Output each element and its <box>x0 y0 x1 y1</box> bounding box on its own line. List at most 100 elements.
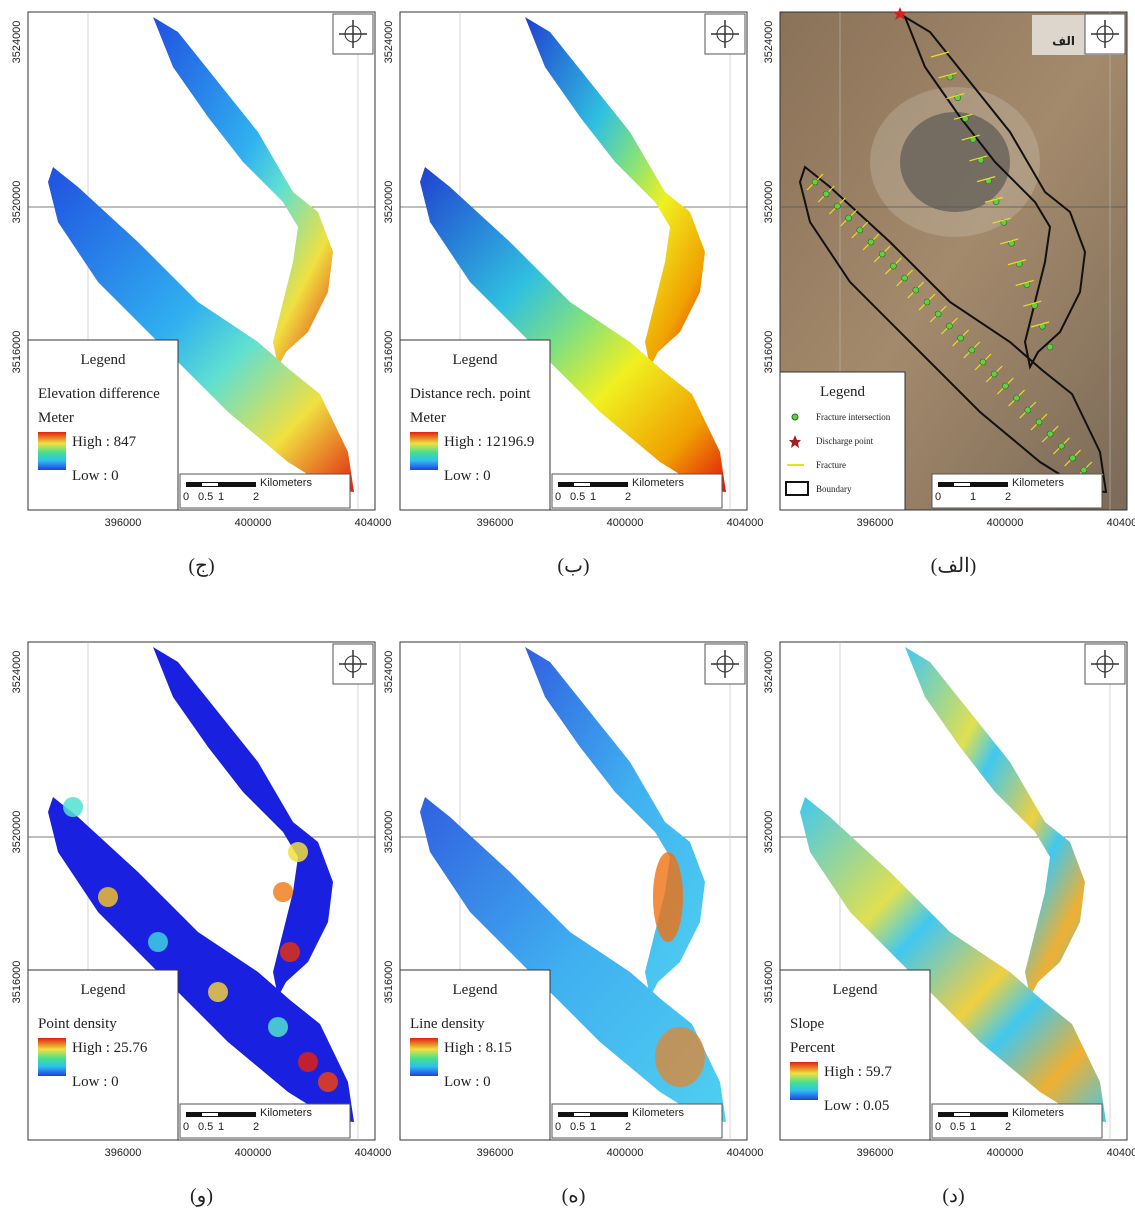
y-tick-label: 3520000 <box>11 811 23 854</box>
fracture <box>1000 238 1019 245</box>
scale-unit: Kilometers <box>260 477 312 489</box>
scale-box <box>551 1103 723 1139</box>
y-tick-label: 3520000 <box>763 811 775 854</box>
legend-high: High : 847 <box>72 434 137 450</box>
map-panel: 396000 400000 404000 3524000 3520000 3516000 0… <box>383 641 764 1207</box>
scale-label: 0 <box>935 1121 941 1133</box>
study-area <box>798 165 1108 494</box>
fracture <box>984 196 1004 203</box>
scale-label: 0.5 <box>198 1121 213 1133</box>
fracture <box>1023 300 1042 307</box>
scale-label: 0 <box>183 1121 189 1133</box>
scale-bar <box>574 1113 590 1116</box>
scale-label: 2 <box>625 1121 631 1133</box>
y-tick-label: 3520000 <box>383 811 395 854</box>
legend-item: Fracture intersection <box>816 412 891 422</box>
density-spot <box>208 982 228 1002</box>
study-area <box>902 14 1087 370</box>
density-spot <box>280 942 300 962</box>
scale-unit: Kilometers <box>1012 1107 1064 1119</box>
scale-box <box>179 1103 351 1139</box>
fracture-intersection <box>990 370 998 378</box>
north-arrow <box>1091 20 1119 48</box>
panel-caption: (ب) <box>557 555 589 577</box>
map-panel: 396000 400000 404000 3524000 3520000 3516000 0… <box>11 11 392 577</box>
x-tick-label: 404000 <box>727 1147 764 1159</box>
playa <box>900 112 1010 212</box>
legend-item: Boundary <box>816 484 852 494</box>
legend-low: Low : 0 <box>72 1074 119 1090</box>
legend-item: Discharge point <box>816 436 874 446</box>
north-arrow <box>339 650 367 678</box>
legend-field: Slope <box>790 1016 825 1032</box>
density-spot <box>298 1052 318 1072</box>
scale-label: 0.5 <box>570 1121 585 1133</box>
legend-ramp <box>38 1038 66 1076</box>
scale-bar <box>202 483 218 486</box>
panel-caption: (ج) <box>188 555 214 577</box>
legend-high: High : 25.76 <box>72 1040 148 1056</box>
fracture-intersection <box>1035 418 1043 426</box>
y-tick-label: 3516000 <box>11 961 23 1004</box>
y-tick-label: 3524000 <box>383 21 395 64</box>
scale-label: 1 <box>590 491 596 503</box>
scale-box <box>931 473 1103 509</box>
north-arrow <box>711 20 739 48</box>
scale-label: 0.5 <box>198 491 213 503</box>
x-tick-label: 400000 <box>235 517 272 529</box>
y-tick-label: 3516000 <box>763 961 775 1004</box>
scale-label: 2 <box>253 491 259 503</box>
north-arrow <box>339 20 367 48</box>
scale-label: 1 <box>218 1121 224 1133</box>
scale-label: 0 <box>555 1121 561 1133</box>
legend-symbol <box>791 413 799 421</box>
map-panel: الف 396000 400000 404000 3524000 3520000 35160… <box>763 7 1135 577</box>
study-area <box>525 647 705 997</box>
scale-label: 0 <box>935 491 941 503</box>
fracture-intersection <box>878 250 886 258</box>
map-panel: 396000 400000 404000 3524000 3520000 3516000 0… <box>763 641 1135 1207</box>
x-tick-label: 400000 <box>987 1147 1024 1159</box>
density-spot <box>63 797 83 817</box>
legend-low: Low : 0 <box>444 1074 491 1090</box>
map-panel: 396000 400000 404000 3524000 3520000 3516000 0… <box>383 11 763 577</box>
legend-box <box>399 339 551 511</box>
legend-high: High : 12196.9 <box>444 434 534 450</box>
scale-bar <box>938 1112 1008 1117</box>
fracture-intersection <box>979 358 987 366</box>
panel-heading: الف <box>1052 34 1075 48</box>
y-tick-label: 3524000 <box>11 21 23 64</box>
y-tick-label: 3516000 <box>11 331 23 374</box>
fracture <box>953 113 973 120</box>
legend-high: High : 8.15 <box>444 1040 512 1056</box>
legend-high: High : 59.7 <box>824 1064 892 1080</box>
legend-field: Elevation difference <box>38 386 160 402</box>
density-spot <box>288 842 308 862</box>
density-spot <box>268 1017 288 1037</box>
fracture <box>938 72 957 79</box>
study-area <box>905 647 1085 997</box>
scale-label: 2 <box>1005 1121 1011 1133</box>
y-tick-label: 3520000 <box>383 181 395 224</box>
scale-bar <box>558 1112 628 1117</box>
legend-field: Percent <box>790 1040 836 1056</box>
x-tick-label: 400000 <box>987 517 1024 529</box>
legend-title: Legend <box>81 982 126 998</box>
x-tick-label: 396000 <box>857 1147 894 1159</box>
y-tick-label: 3524000 <box>763 651 775 694</box>
legend-item: Fracture <box>816 460 846 470</box>
x-tick-label: 404000 <box>355 517 392 529</box>
fracture-intersection <box>1013 394 1020 402</box>
x-tick-label: 400000 <box>235 1147 272 1159</box>
legend-box <box>779 969 931 1141</box>
study-area <box>48 167 354 492</box>
study-area <box>48 797 354 1122</box>
legend-symbol <box>785 481 809 496</box>
legend-box <box>27 339 179 511</box>
scale-label: 0.5 <box>570 491 585 503</box>
north-arrow <box>711 650 739 678</box>
fracture-intersection <box>923 298 931 306</box>
fracture <box>1015 279 1034 287</box>
fracture <box>946 92 965 100</box>
scale-bar <box>938 482 1008 487</box>
